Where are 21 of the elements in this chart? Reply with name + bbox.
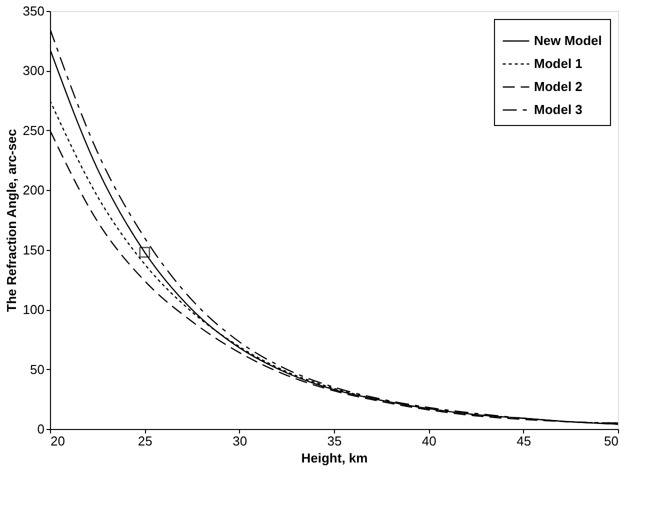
legend-label: New Model [534,33,602,48]
legend-label: Model 2 [534,79,582,94]
y-axis-title: The Refraction Angle, arc-sec [4,128,19,312]
y-tick-label: 200 [22,182,44,198]
x-axis-title: Height, km [301,450,368,466]
y-tick-label: 100 [22,302,44,318]
x-tick-label: 25 [138,434,152,448]
x-tick-label: 45 [516,434,532,448]
x-tick-label: 40 [422,434,436,448]
x-tick-label: 30 [232,434,248,448]
y-tick-label: 0 [37,422,44,436]
legend-label: Model 3 [534,102,582,117]
y-tick-label: 350 [22,4,44,18]
x-tick-label: 50 [604,434,618,448]
y-tick-label: 250 [22,122,44,138]
y-tick-label: 150 [22,242,44,258]
y-tick-label: 50 [30,362,44,377]
y-tick-label: 300 [22,63,44,78]
legend-label: Model 1 [534,56,582,71]
x-tick-label: 35 [327,434,342,448]
x-tick-label: 20 [50,434,65,448]
